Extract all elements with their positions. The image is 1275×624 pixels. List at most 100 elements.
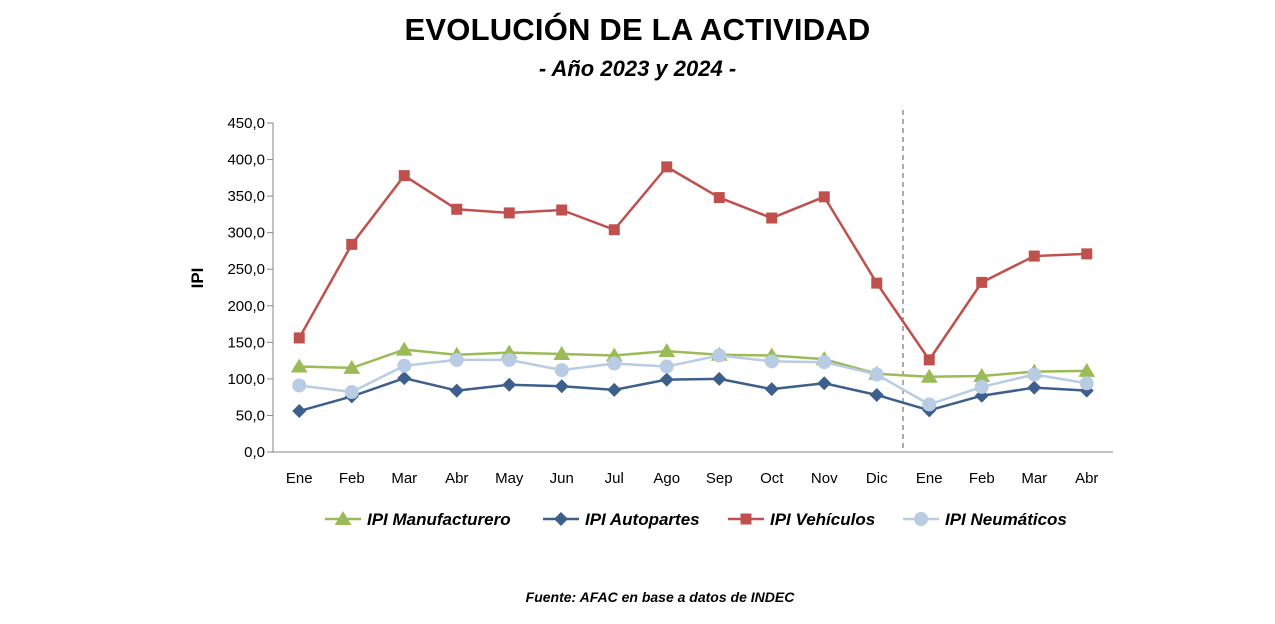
series-line-ipi-manufacturero <box>299 348 1087 378</box>
x-tick-label: Abr <box>1075 470 1098 487</box>
series-ipi-autopartes <box>292 371 1094 419</box>
y-tick-label: 350,0 <box>227 188 265 205</box>
y-tick-label: 100,0 <box>227 371 265 388</box>
x-tick-label: Abr <box>445 470 468 487</box>
data-point-ipi-vehiculos <box>766 212 778 224</box>
legend-label: IPI Vehículos <box>770 510 875 529</box>
data-point-ipi-neumaticos <box>397 358 412 373</box>
x-tick-label: Ago <box>653 470 680 487</box>
series-line-ipi-autopartes <box>298 376 1087 413</box>
y-tick-label: 300,0 <box>227 225 265 242</box>
data-point-ipi-autopartes <box>502 377 517 392</box>
data-point-ipi-neumaticos <box>764 354 779 369</box>
data-point-ipi-autopartes <box>397 371 412 386</box>
y-tick-label: 200,0 <box>227 298 265 315</box>
data-point-ipi-manufacturero <box>343 359 361 374</box>
x-tick-label: Ene <box>916 470 943 487</box>
y-tick-label: 0,0 <box>244 444 265 461</box>
data-point-ipi-manufacturero <box>290 358 308 373</box>
data-point-ipi-autopartes <box>554 379 569 394</box>
data-point-ipi-vehiculos <box>713 192 725 204</box>
data-point-ipi-vehiculos <box>293 332 305 344</box>
x-tick-label: Dic <box>866 470 888 487</box>
x-axis-ticks: Ene Feb Mar Abr May Jun Jul Ago Sep Oct Nov Dic Ene F… <box>286 470 1099 487</box>
x-tick-label: Feb <box>969 470 995 487</box>
y-tick-label: 400,0 <box>227 152 265 169</box>
data-point-ipi-vehiculos <box>451 203 463 215</box>
data-point-ipi-autopartes <box>869 387 884 402</box>
data-point-ipi-neumaticos <box>1027 367 1042 382</box>
legend-marker <box>554 512 568 526</box>
data-point-ipi-manufacturero <box>1078 362 1096 377</box>
y-axis-label: IPI <box>188 268 207 289</box>
chart-source: Fuente: AFAC en base a datos de INDEC <box>525 589 795 605</box>
data-point-ipi-vehiculos <box>871 277 883 289</box>
data-point-ipi-vehiculos <box>503 207 515 219</box>
y-axis-ticks: 0,0 50,0 100,0 150,0 200,0 250,0 300,0 350,0 400… <box>227 115 273 461</box>
data-point-ipi-vehiculos <box>556 204 568 216</box>
data-point-ipi-autopartes <box>817 376 832 391</box>
data-point-ipi-autopartes <box>292 404 307 419</box>
legend-label: IPI Manufacturero <box>367 510 511 529</box>
y-tick-label: 150,0 <box>227 334 265 351</box>
data-point-ipi-neumaticos <box>922 397 937 412</box>
legend-item-ipi-neumaticos: IPI Neumáticos <box>903 510 1067 529</box>
data-point-ipi-autopartes <box>1027 380 1042 395</box>
data-point-ipi-autopartes <box>764 382 779 397</box>
x-tick-label: Jul <box>605 470 624 487</box>
data-point-ipi-manufacturero <box>658 343 676 358</box>
legend-marker <box>334 511 352 525</box>
x-tick-label: Ene <box>286 470 313 487</box>
data-point-ipi-vehiculos <box>608 224 620 236</box>
data-point-ipi-vehiculos <box>1081 248 1093 260</box>
series-line-ipi-neumaticos <box>299 354 1087 406</box>
x-tick-label: Mar <box>391 470 417 487</box>
data-point-ipi-manufacturero <box>973 367 991 382</box>
data-point-ipi-neumaticos <box>607 356 622 371</box>
data-point-ipi-vehiculos <box>398 170 410 182</box>
legend-marker <box>740 513 752 525</box>
x-tick-label: May <box>495 470 524 487</box>
data-point-ipi-neumaticos <box>502 352 517 367</box>
series-ipi-vehiculos <box>293 161 1093 366</box>
data-point-ipi-neumaticos <box>817 355 832 370</box>
x-tick-label: Nov <box>811 470 838 487</box>
data-point-ipi-autopartes <box>659 372 674 387</box>
data-point-ipi-manufacturero <box>553 346 571 361</box>
data-point-ipi-vehiculos <box>661 161 673 173</box>
legend-marker <box>914 512 928 526</box>
chart-title: EVOLUCIÓN DE LA ACTIVIDAD <box>404 12 871 47</box>
data-point-ipi-vehiculos <box>923 354 935 366</box>
data-point-ipi-vehiculos <box>818 191 830 203</box>
y-tick-label: 450,0 <box>227 115 265 132</box>
series-line-ipi-vehiculos <box>298 165 1087 362</box>
data-point-ipi-neumaticos <box>449 352 464 367</box>
legend-item-ipi-autopartes: IPI Autopartes <box>543 510 700 529</box>
data-point-ipi-manufacturero <box>395 341 413 356</box>
y-tick-label: 50,0 <box>236 407 265 424</box>
chart-subtitle: - Año 2023 y 2024 - <box>538 56 737 81</box>
data-point-ipi-neumaticos <box>1079 376 1094 391</box>
data-point-ipi-vehiculos <box>976 276 988 288</box>
data-point-ipi-vehiculos <box>1028 250 1040 262</box>
data-point-ipi-neumaticos <box>659 359 674 374</box>
data-point-ipi-autopartes <box>449 383 464 398</box>
chart-legend: IPI Manufacturero IPI Autopartes IPI Vehíc… <box>325 510 1067 529</box>
data-point-ipi-manufacturero <box>920 368 938 383</box>
data-point-ipi-vehiculos <box>346 238 358 250</box>
data-point-ipi-autopartes <box>712 371 727 386</box>
legend-item-ipi-vehiculos: IPI Vehículos <box>728 510 875 529</box>
legend-label: IPI Neumáticos <box>945 510 1067 529</box>
legend-label: IPI Autopartes <box>585 510 700 529</box>
data-point-ipi-neumaticos <box>344 385 359 400</box>
y-tick-label: 250,0 <box>227 261 265 278</box>
data-point-ipi-neumaticos <box>292 378 307 393</box>
data-point-ipi-neumaticos <box>712 348 727 363</box>
legend-item-ipi-manufacturero: IPI Manufacturero <box>325 510 511 529</box>
data-point-ipi-neumaticos <box>974 379 989 394</box>
chart-axes <box>272 123 1113 453</box>
data-point-ipi-neumaticos <box>869 367 884 382</box>
x-tick-label: Mar <box>1021 470 1047 487</box>
series-ipi-neumaticos <box>292 348 1094 412</box>
